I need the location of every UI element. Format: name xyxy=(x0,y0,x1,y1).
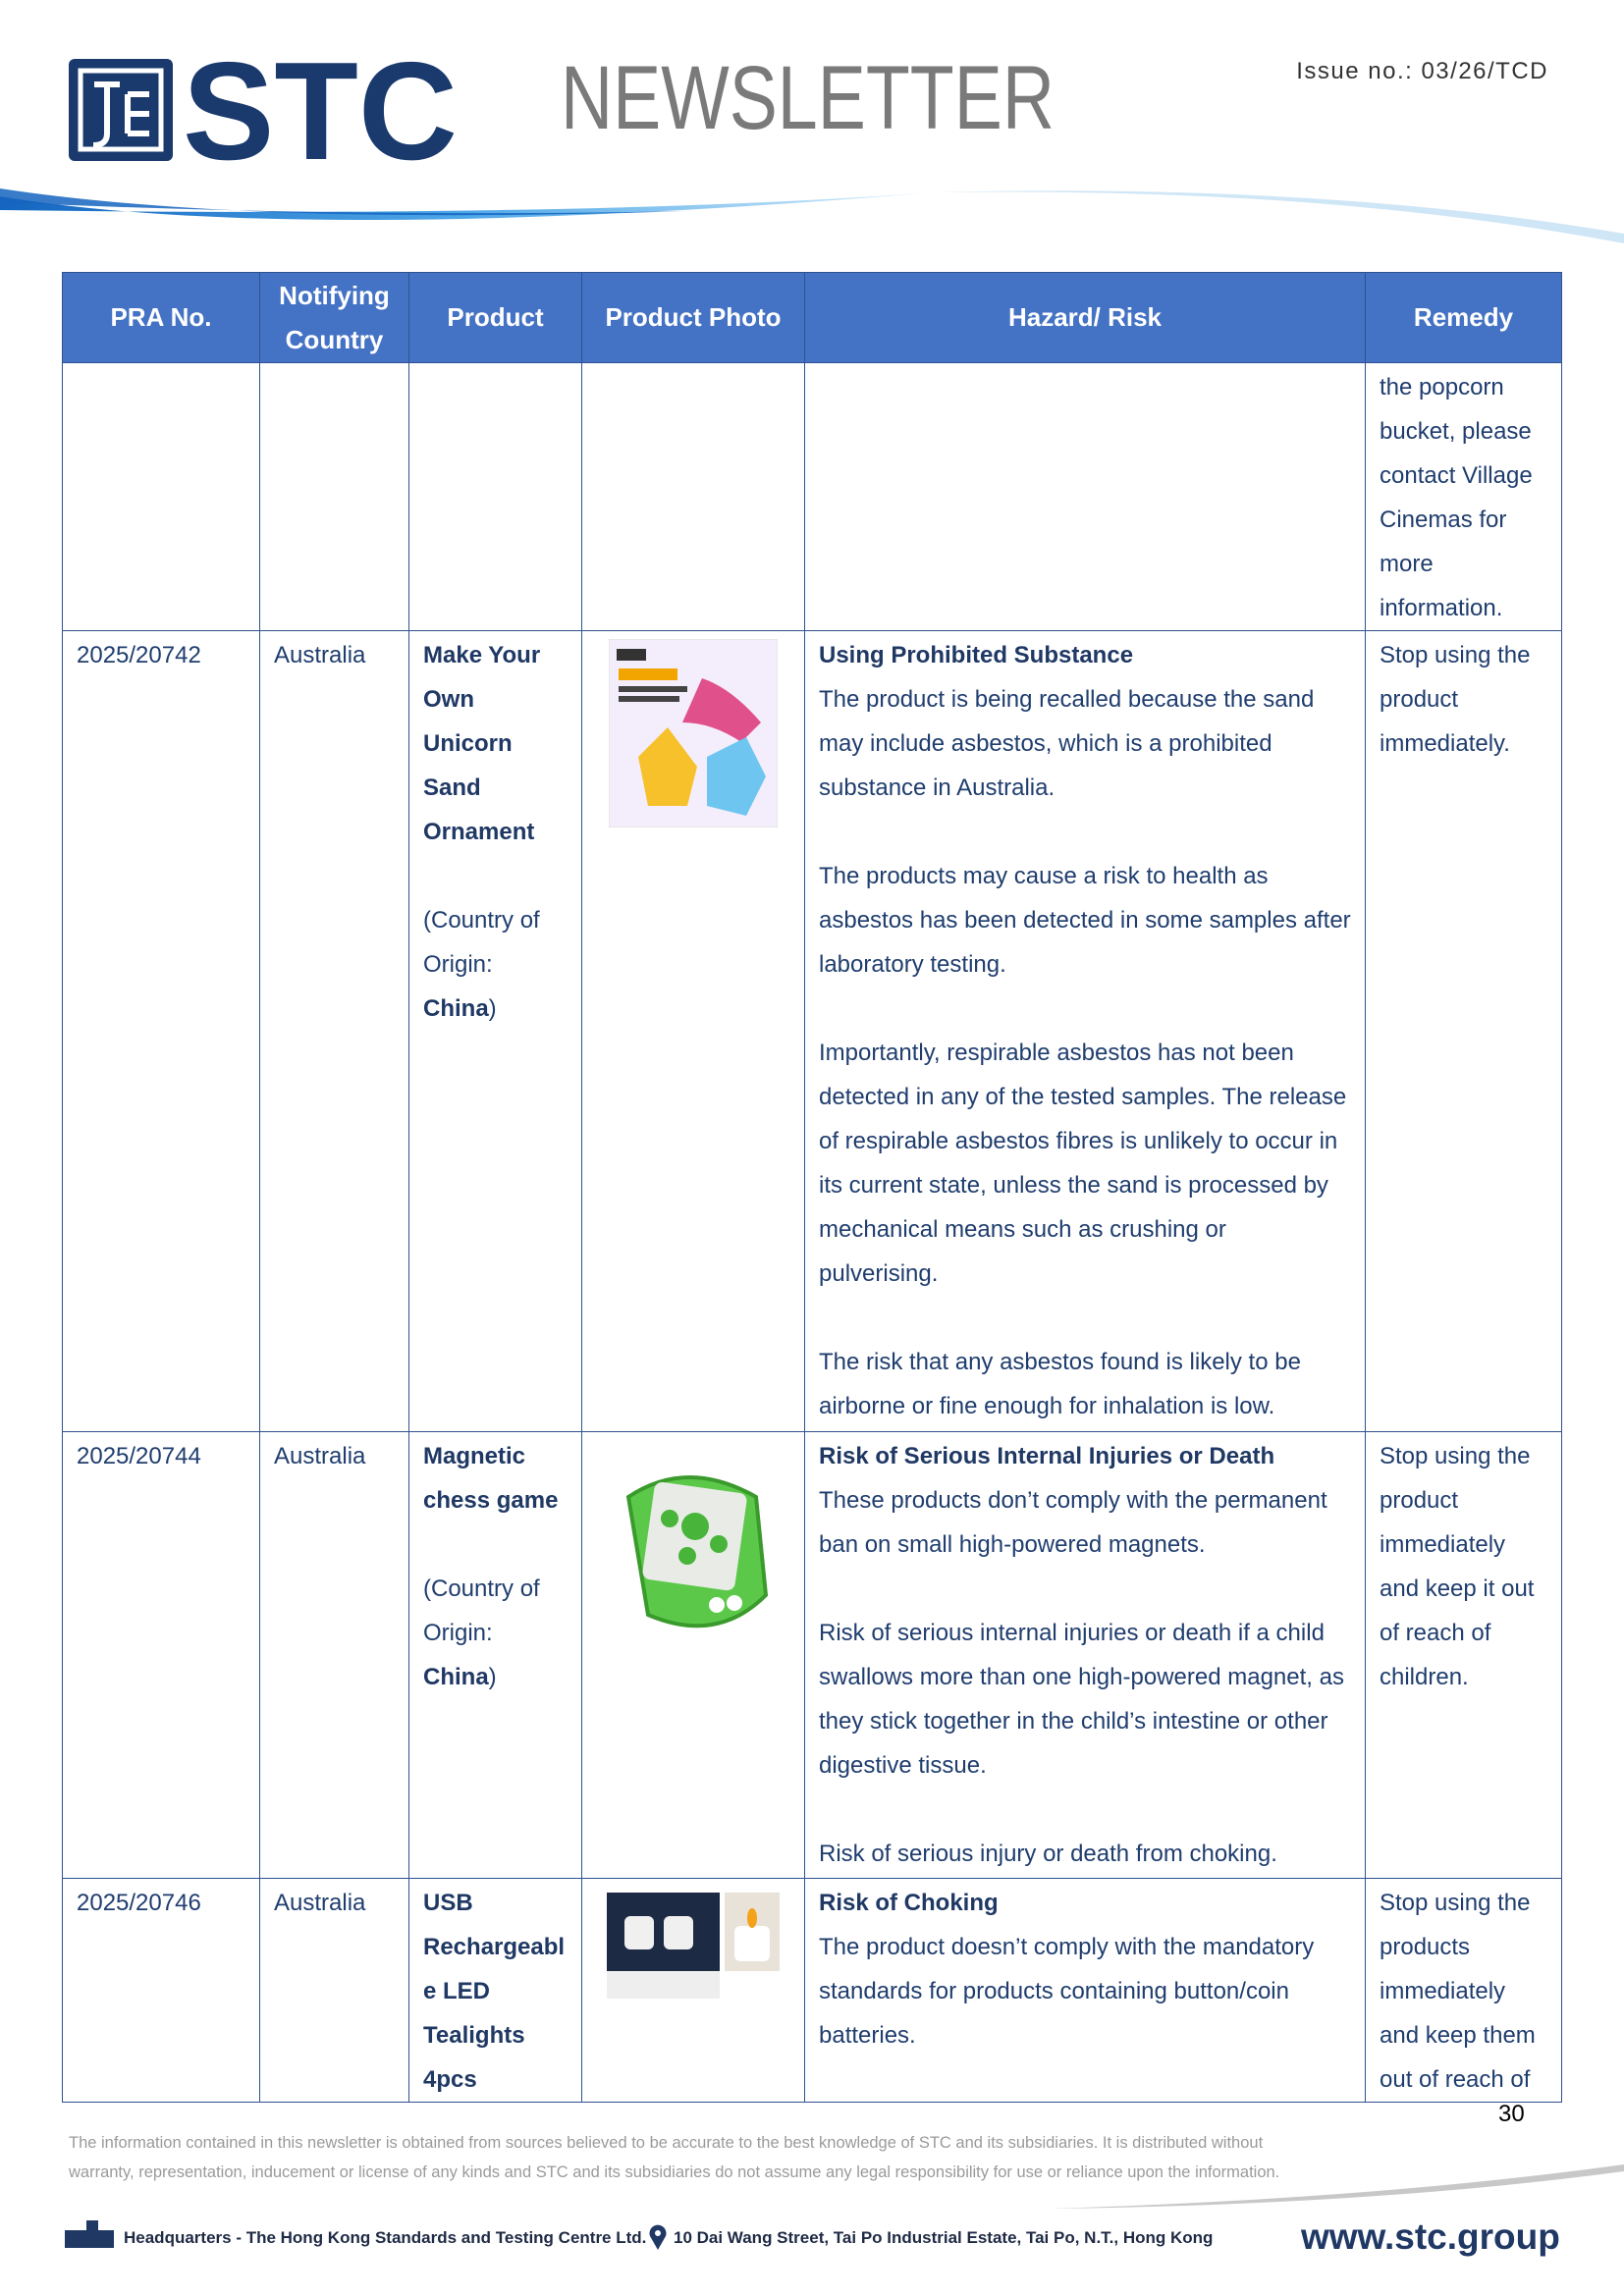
hazard-heading: Risk of Serious Internal Injuries or Dea… xyxy=(819,1443,1275,1469)
hazard-heading: Using Prohibited Substance xyxy=(819,642,1134,668)
origin-close: ) xyxy=(488,1664,497,1690)
pra-number: 2025/20742 xyxy=(62,630,260,1432)
remedy: Stop using the product immediately. xyxy=(1365,630,1562,1432)
remedy: Stop using the product immediately and k… xyxy=(1365,1431,1562,1879)
product-name: USB Rechargeable LED Tealights 4pcs xyxy=(423,1890,566,2093)
product-name: Magnetic chess game xyxy=(423,1443,559,1514)
hazard-text: The product is being recalled because th… xyxy=(819,686,1315,801)
logo-icon xyxy=(78,68,164,152)
disclaimer: The information contained in this newsle… xyxy=(69,2134,1280,2181)
headquarters: Headquarters - The Hong Kong Standards a… xyxy=(124,2228,647,2247)
logo-text: STC xyxy=(183,33,458,189)
origin-close: ) xyxy=(488,995,497,1022)
hazard: Risk of Serious Internal Injuries or Dea… xyxy=(804,1431,1366,1879)
column-header: PRA No. xyxy=(62,272,260,363)
country: Australia xyxy=(259,1431,409,1879)
location-icon xyxy=(649,2224,667,2250)
address: 10 Dai Wang Street, Tai Po Industrial Es… xyxy=(674,2228,1214,2247)
remedy: the popcorn bucket, please contact Villa… xyxy=(1365,362,1562,631)
hazard: Using Prohibited Substance The product i… xyxy=(804,630,1366,1432)
hazard: Risk of Choking The product doesn’t comp… xyxy=(804,1878,1366,2103)
hazard-text: The product doesn’t comply with the mand… xyxy=(819,1934,1315,2049)
remedy: Stop using the products immediately and … xyxy=(1365,1878,1562,2103)
pra-number: 2025/20744 xyxy=(62,1431,260,1879)
product-photo xyxy=(609,639,778,828)
product-photo xyxy=(607,1893,780,1999)
hazard-text: The products may cause a risk to health … xyxy=(819,863,1351,978)
product: Make Your Own Unicorn Sand Ornament (Cou… xyxy=(408,630,582,1432)
page-number: 30 xyxy=(1498,2101,1525,2127)
footer-swoosh xyxy=(1051,2164,1624,2209)
product-photo-cell xyxy=(581,1431,805,1879)
origin-label: (Country of Origin: xyxy=(423,1575,540,1646)
product-photo-cell xyxy=(581,630,805,1432)
column-header: Notifying Country xyxy=(259,272,409,363)
recall-table: PRA No. Notifying Country Product Produc… xyxy=(62,272,1562,2103)
hazard-text: Importantly, respirable asbestos has not… xyxy=(819,1040,1347,1287)
origin-country: China xyxy=(423,995,489,1022)
website: www.stc.group xyxy=(1301,2216,1560,2257)
origin-label: (Country of Origin: xyxy=(423,907,540,978)
hazard-text: Risk of serious injury or death from cho… xyxy=(819,1841,1277,1867)
header: STC NEWSLETTER Issue no.: 03/26/TCD xyxy=(0,33,1624,243)
logo-icon xyxy=(69,59,173,161)
hazard-text: Risk of serious internal injuries or dea… xyxy=(819,1620,1344,1779)
column-header: Remedy xyxy=(1365,272,1562,363)
product-name: Make Your Own Unicorn Sand Ornament xyxy=(423,642,541,845)
table-row: 2025/20744 Australia Magnetic chess game… xyxy=(62,1431,1562,1879)
table-row: 2025/20742 Australia Make Your Own Unico… xyxy=(62,630,1562,1432)
hazard-heading: Risk of Choking xyxy=(819,1890,999,1916)
building-icon xyxy=(65,2220,114,2248)
table-row: 2025/20746 Australia USB Rechargeable LE… xyxy=(62,1878,1562,2103)
origin: (Country of Origin: China) xyxy=(423,898,568,1031)
hazard-text: These products don’t comply with the per… xyxy=(819,1487,1327,1558)
product: Magnetic chess game (Country of Origin: … xyxy=(408,1431,582,1879)
product-photo xyxy=(625,1475,769,1629)
product: USB Rechargeable LED Tealights 4pcs xyxy=(408,1878,582,2103)
hazard-text: The risk that any asbestos found is like… xyxy=(819,1349,1301,1419)
pra-number: 2025/20746 xyxy=(62,1878,260,2103)
country: Australia xyxy=(259,1878,409,2103)
country: Australia xyxy=(259,630,409,1432)
column-header: Product Photo xyxy=(581,272,805,363)
table-row: the popcorn bucket, please contact Villa… xyxy=(62,362,1562,631)
header-row: PRA No. Notifying Country Product Produc… xyxy=(62,272,1562,363)
issue-number: Issue no.: 03/26/TCD xyxy=(1296,58,1548,84)
origin-country: China xyxy=(423,1664,489,1690)
newsletter-title: NEWSLETTER xyxy=(561,48,1055,148)
swoosh xyxy=(0,192,933,221)
origin: (Country of Origin: China) xyxy=(423,1567,568,1699)
column-header: Hazard/ Risk xyxy=(804,272,1366,363)
column-header: Product xyxy=(408,272,582,363)
product-photo-cell xyxy=(581,1878,805,2103)
